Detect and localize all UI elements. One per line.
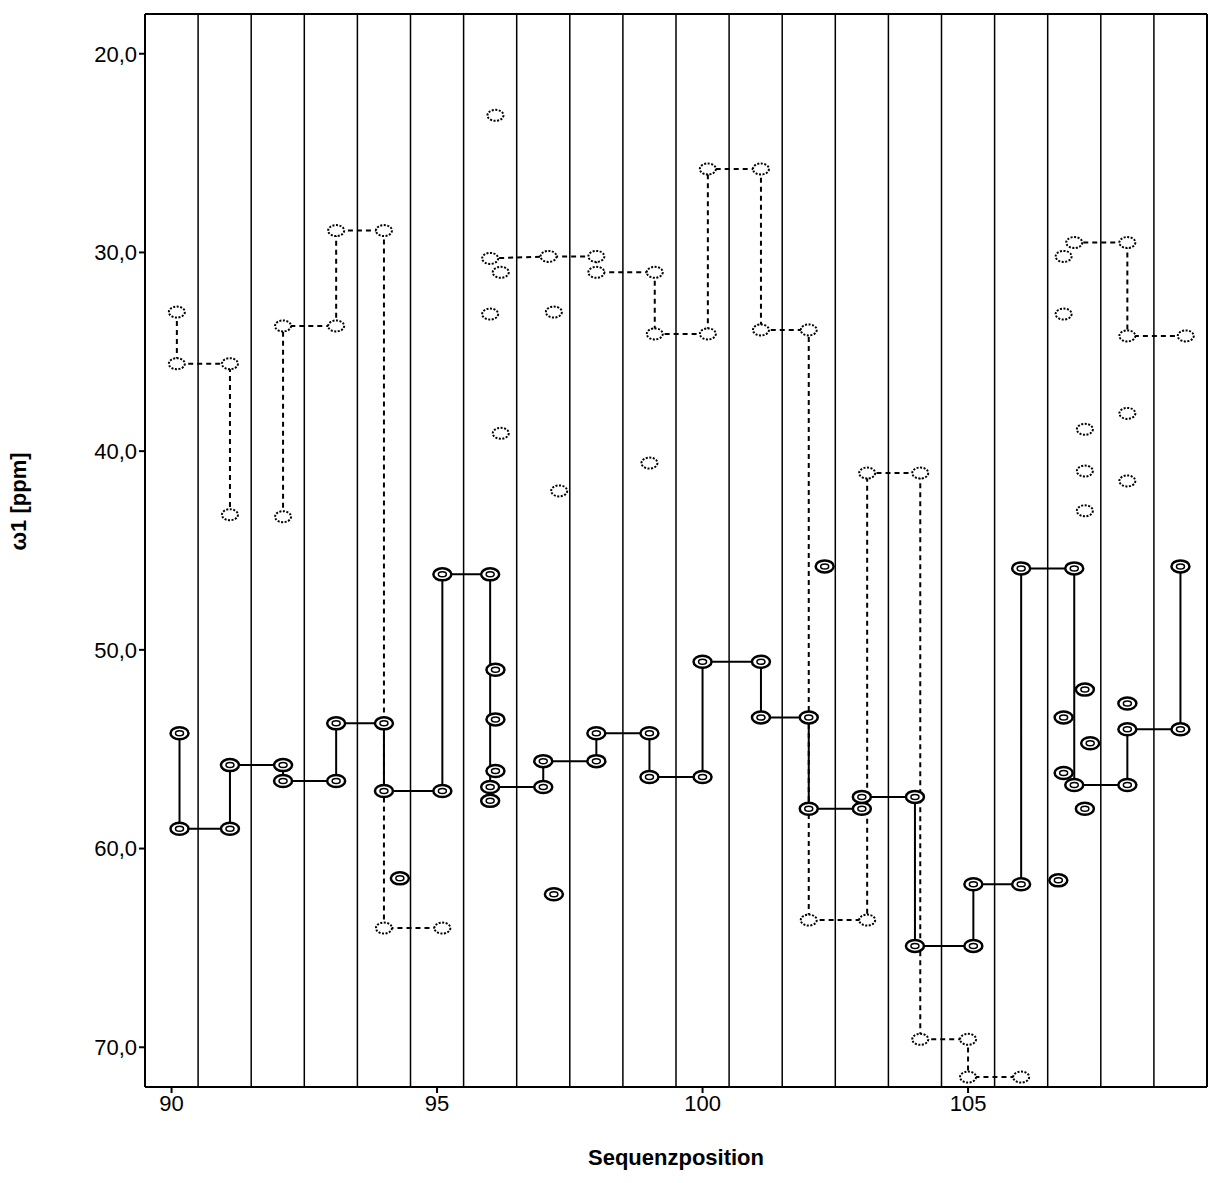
- svg-text:70,0: 70,0: [94, 1035, 137, 1060]
- svg-text:100: 100: [684, 1091, 721, 1116]
- svg-text:40,0: 40,0: [94, 439, 137, 464]
- svg-text:Sequenzposition: Sequenzposition: [588, 1145, 764, 1170]
- svg-text:50,0: 50,0: [94, 638, 137, 663]
- svg-text:90: 90: [159, 1091, 183, 1116]
- svg-text:105: 105: [950, 1091, 987, 1116]
- svg-text:30,0: 30,0: [94, 240, 137, 265]
- svg-text:ω1 [ppm]: ω1 [ppm]: [6, 452, 31, 550]
- svg-text:20,0: 20,0: [94, 42, 137, 67]
- svg-text:95: 95: [425, 1091, 449, 1116]
- svg-text:60,0: 60,0: [94, 836, 137, 861]
